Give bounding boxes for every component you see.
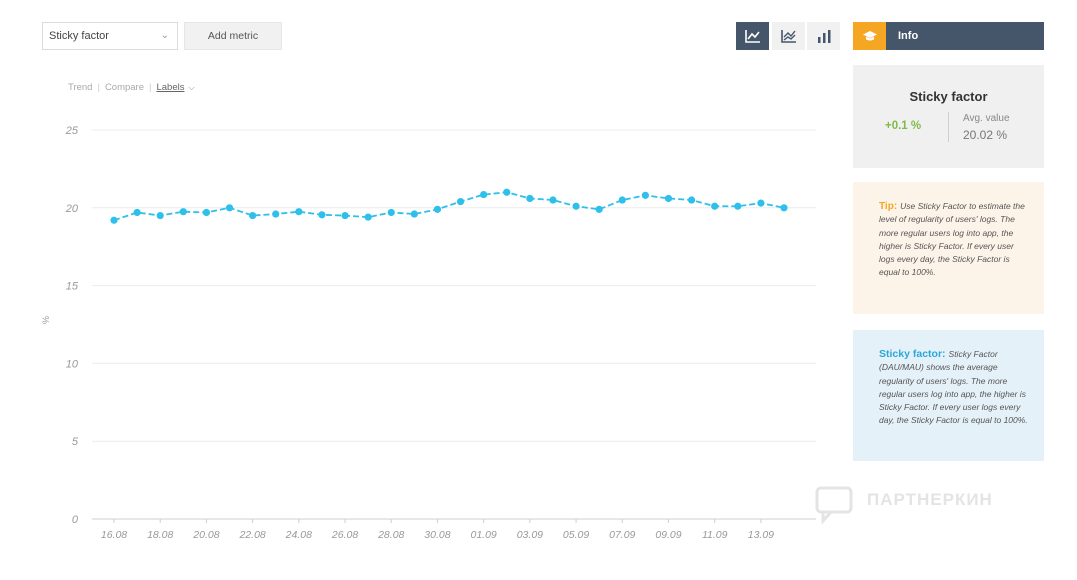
info-tab[interactable]: Info xyxy=(853,22,1044,50)
data-point xyxy=(711,202,719,210)
data-point xyxy=(387,208,395,217)
tab-separator: | xyxy=(149,82,152,93)
data-point xyxy=(687,196,696,204)
graduation-cap-icon xyxy=(853,22,886,50)
data-point xyxy=(641,191,649,199)
x-tick-label: 13.09 xyxy=(748,529,774,541)
data-point xyxy=(503,188,511,196)
x-tick-label: 01.09 xyxy=(471,529,497,541)
x-tick-label: 24.08 xyxy=(285,529,312,541)
data-point xyxy=(249,211,257,220)
x-tick-label: 22.08 xyxy=(238,529,265,541)
bar-chart-icon xyxy=(817,30,830,43)
metric-select[interactable]: Sticky factor ⌄ xyxy=(42,22,178,50)
x-tick-label: 11.09 xyxy=(702,529,728,541)
line-chart-view-button[interactable] xyxy=(736,22,769,50)
x-tick-label: 20.08 xyxy=(192,529,219,541)
x-tick-label: 26.08 xyxy=(331,529,358,541)
tab-separator: | xyxy=(97,82,100,93)
avg-label: Avg. value xyxy=(963,113,1010,124)
data-point xyxy=(549,196,557,204)
stat-change: +0.1 % xyxy=(885,120,922,132)
data-point xyxy=(480,190,488,199)
stat-title: Sticky factor xyxy=(909,89,988,104)
tab-labels[interactable]: Labels xyxy=(156,82,185,93)
x-tick-label: 09.09 xyxy=(655,529,681,541)
chevron-down-icon[interactable]: ⌵ xyxy=(188,83,195,92)
data-point xyxy=(225,204,234,212)
watermark-text: ПАРТНЕРКИН xyxy=(867,490,993,509)
bar-chart-view-button[interactable] xyxy=(807,22,840,50)
data-point xyxy=(202,208,211,217)
tab-trend[interactable]: Trend xyxy=(68,82,93,93)
x-tick-label: 28.08 xyxy=(377,529,404,541)
data-point xyxy=(780,204,788,212)
line-chart-icon xyxy=(744,30,760,43)
sticky-factor-card: Sticky factor: Sticky Factor (DAU/MAU) sh… xyxy=(853,330,1044,461)
y-tick-label: 10 xyxy=(66,358,79,370)
y-tick-label: 0 xyxy=(72,514,79,526)
data-point xyxy=(572,202,580,210)
add-metric-button[interactable]: Add metric xyxy=(184,22,282,50)
sticky-factor-line-chart: 0 5 10 15 20 25% 16.08 18.08 20.08 22.08 24.08 26.0… xyxy=(41,125,816,541)
x-tick-label: 30.08 xyxy=(424,529,450,541)
data-point xyxy=(156,211,164,220)
x-tick-label: 16.08 xyxy=(101,529,127,541)
y-tick-label: 15 xyxy=(66,281,79,293)
area-chart-view-button[interactable] xyxy=(772,22,805,50)
avg-value: 20.02 % xyxy=(963,128,1008,142)
sticky-lead: Sticky factor: xyxy=(879,348,946,360)
data-point xyxy=(364,213,372,221)
tip-card: Tip: Use Sticky Factor to estimate the le… xyxy=(853,182,1044,314)
data-point xyxy=(295,208,303,216)
data-point xyxy=(595,205,603,213)
data-point xyxy=(757,199,765,207)
series-line xyxy=(113,191,785,222)
data-point xyxy=(734,202,742,210)
y-axis-label: % xyxy=(41,316,51,324)
y-tick-label: 20 xyxy=(65,203,79,215)
data-point xyxy=(133,208,141,217)
data-point xyxy=(410,210,418,218)
stat-card: Sticky factor +0.1 % Avg. value 20.02 % xyxy=(853,65,1044,168)
tip-text: Use Sticky Factor to estimate the level … xyxy=(879,201,1025,278)
watermark-chat-icon xyxy=(815,486,853,524)
data-point xyxy=(618,196,626,204)
data-point xyxy=(272,210,280,218)
data-point xyxy=(341,211,349,220)
tab-compare[interactable]: Compare xyxy=(104,82,145,93)
data-point xyxy=(179,208,187,216)
data-point xyxy=(318,211,326,219)
sticky-text: Sticky Factor (DAU/MAU) shows the averag… xyxy=(879,349,1028,426)
tip-lead: Tip: xyxy=(879,201,898,212)
stat-divider xyxy=(948,112,949,142)
x-tick-label: 03.09 xyxy=(517,529,543,541)
x-tick-label: 18.08 xyxy=(147,529,173,541)
x-tick-label: 05.09 xyxy=(563,529,589,541)
data-point xyxy=(110,216,118,224)
watermark: ПАРТНЕРКИН xyxy=(815,484,1035,524)
data-point xyxy=(664,194,673,203)
x-tick-label: 07.09 xyxy=(609,529,635,541)
y-tick-label: 25 xyxy=(65,125,79,137)
area-chart-icon xyxy=(780,30,796,43)
data-point xyxy=(526,194,534,203)
chart-subtabs: Trend | Compare | Labels ⌵ xyxy=(68,82,195,93)
data-point xyxy=(433,205,442,213)
metric-select-value: Sticky factor xyxy=(49,30,109,42)
data-point xyxy=(456,197,465,206)
y-tick-label: 5 xyxy=(72,436,79,448)
info-label: Info xyxy=(898,30,919,42)
chevron-down-icon: ⌄ xyxy=(160,30,169,41)
